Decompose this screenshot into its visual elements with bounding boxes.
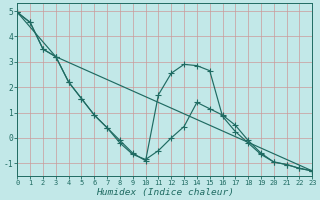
X-axis label: Humidex (Indice chaleur): Humidex (Indice chaleur): [96, 188, 234, 197]
